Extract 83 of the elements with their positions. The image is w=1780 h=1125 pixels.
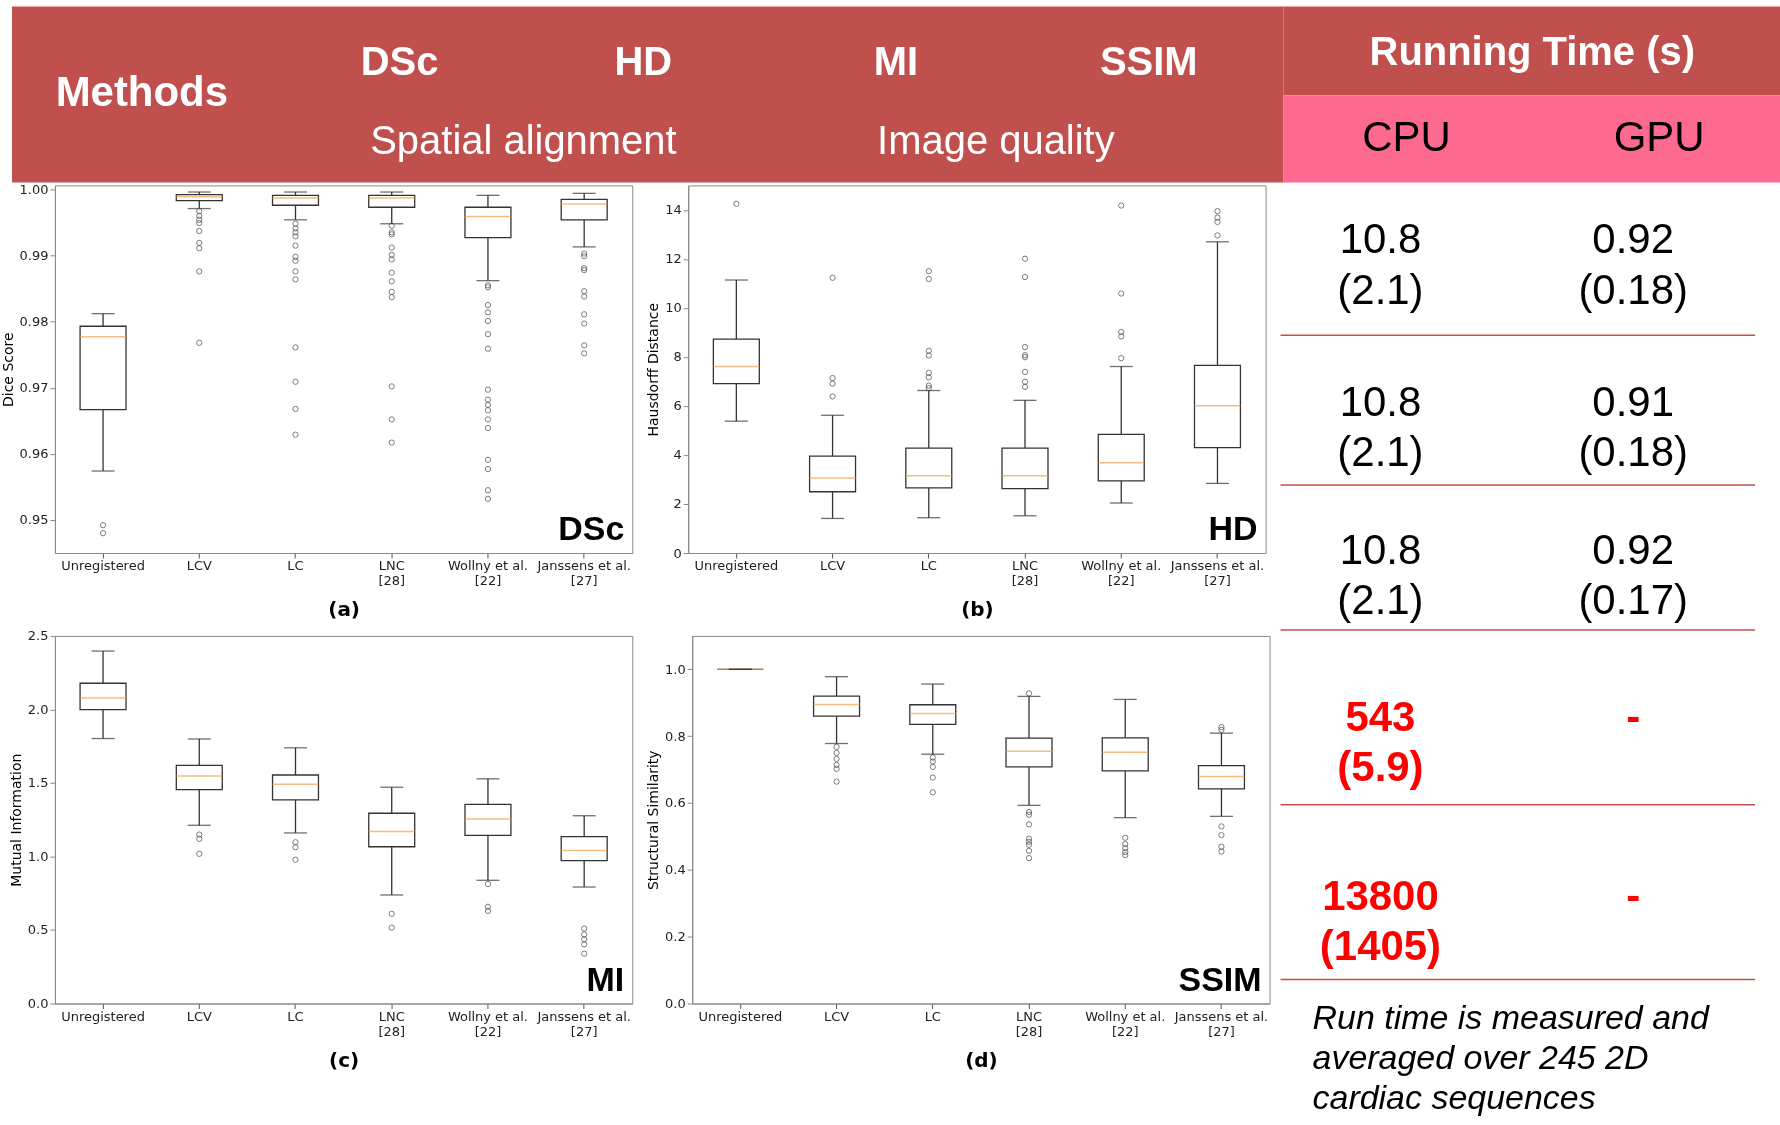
y-tick-label: 14 (665, 202, 682, 218)
y-tick-label: 0.0 (665, 995, 686, 1011)
y-axis-title: Dice Score (0, 332, 16, 407)
text: Image quality (877, 118, 1115, 163)
text: CPU (1362, 113, 1451, 161)
y-tick-label: 0.0 (27, 995, 49, 1011)
y-axis-title: Structural Similarity (645, 750, 662, 891)
y-tick-label: 2 (673, 496, 682, 512)
y-tick-label: 0.99 (19, 247, 49, 263)
x-axis-title: (b) (961, 597, 994, 622)
y-axis-title: Mutual Information (7, 753, 24, 887)
x-tick-label: LNC [28] (1015, 1008, 1043, 1039)
annotation: DSc (558, 509, 625, 548)
y-tick-label: 0.97 (19, 380, 49, 396)
text: 543 (5.9) (1337, 692, 1424, 791)
x-tick-label: LNC [28] (378, 558, 406, 589)
x-tick-label: LC (287, 1008, 304, 1024)
x-tick-label: Wollny et al. [22] (447, 1008, 528, 1039)
text: 0.92 (0.17) (1578, 525, 1688, 624)
x-tick-label: LCV (823, 1008, 850, 1024)
y-axis-title: Hausdorff Distance (645, 302, 662, 437)
text: SSIM (1099, 38, 1198, 83)
x-tick-label: LCV (186, 558, 212, 574)
x-tick-label: Janssens et al. [27] (536, 558, 631, 589)
x-tick-label: Wollny et al. [22] (447, 558, 528, 589)
y-tick-label: 1.00 (19, 181, 49, 197)
text: - (1626, 871, 1641, 919)
x-tick-label: Janssens et al. [27] (536, 1008, 631, 1039)
text: GPU (1613, 113, 1705, 161)
x-tick-label: Unregistered (61, 558, 145, 574)
text: Spatial alignment (370, 118, 677, 163)
annotation: MI (586, 959, 625, 998)
y-tick-label: 1.0 (27, 848, 49, 864)
x-tick-label: LC (287, 558, 304, 574)
x-tick-label: LNC [28] (378, 1008, 406, 1039)
x-tick-label: Unregistered (698, 1008, 783, 1024)
text: 10.8 (2.1) (1337, 378, 1424, 476)
text: 10.8 (2.1) (1337, 215, 1424, 313)
text: Running Time (s) (1369, 28, 1695, 73)
text: 13800 (1405) (1319, 871, 1442, 969)
x-tick-label: Janssens et al. [27] (1169, 558, 1265, 589)
y-tick-label: 1.0 (665, 661, 686, 677)
text: HD (614, 38, 673, 83)
y-tick-label: 0.2 (665, 929, 686, 945)
text: Run time is measured and averaged over 245 2D cardiac sequences (1312, 998, 1710, 1117)
x-tick-label: LCV (186, 1008, 212, 1024)
x-tick-label: Unregistered (61, 1008, 145, 1024)
x-tick-label: LC (920, 558, 937, 574)
annotation: SSIM (1178, 959, 1262, 998)
y-tick-label: 1.5 (27, 775, 49, 791)
text: 0.92 (0.18) (1578, 215, 1688, 313)
y-tick-label: 0.8 (665, 728, 686, 744)
x-tick-label: Wollny et al. [22] (1085, 1008, 1166, 1039)
x-tick-label: LNC [28] (1011, 558, 1039, 589)
y-tick-label: 0.95 (19, 512, 49, 528)
y-tick-label: 0.4 (665, 862, 686, 878)
x-axis-title: (a) (328, 597, 360, 622)
text: 10.8 (2.1) (1337, 525, 1424, 624)
x-tick-label: Unregistered (694, 558, 779, 574)
y-tick-label: 0.96 (19, 446, 49, 462)
y-tick-label: 0.6 (665, 795, 686, 811)
x-tick-label: Janssens et al. [27] (1173, 1008, 1269, 1039)
x-tick-label: LC (924, 1008, 941, 1024)
annotation: HD (1208, 509, 1258, 548)
y-tick-label: 0.5 (27, 922, 49, 938)
y-tick-label: 12 (665, 251, 682, 267)
y-tick-label: 8 (673, 349, 682, 365)
x-axis-title: (d) (965, 1047, 998, 1072)
y-tick-label: 0.98 (19, 314, 49, 330)
y-tick-label: 4 (673, 447, 682, 463)
y-tick-label: 2.0 (27, 701, 49, 717)
text: - (1626, 692, 1641, 740)
x-axis-title: (c) (329, 1047, 360, 1072)
text: Methods (55, 67, 229, 115)
text: MI (873, 38, 919, 83)
x-tick-label: Wollny et al. [22] (1081, 558, 1162, 589)
text: 0.91 (0.18) (1578, 378, 1688, 476)
text: DSc (360, 38, 439, 83)
y-tick-label: 2.5 (27, 628, 49, 644)
x-tick-label: LCV (819, 558, 846, 574)
y-tick-label: 0 (673, 545, 682, 561)
y-tick-label: 6 (673, 398, 682, 414)
y-tick-label: 10 (665, 300, 682, 316)
